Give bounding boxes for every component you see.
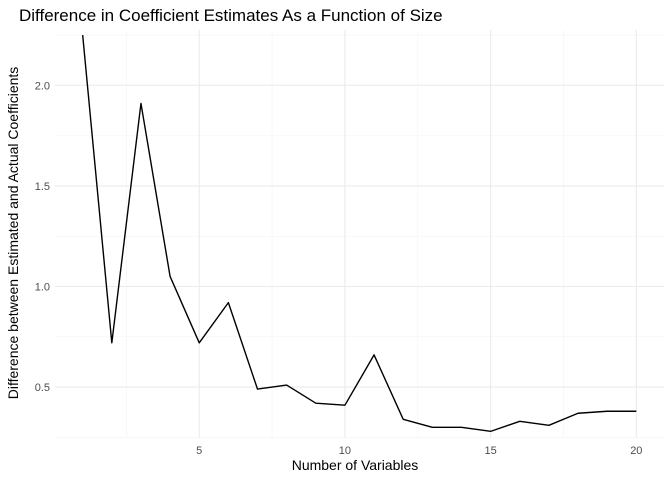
- chart-title: Difference in Coefficient Estimates As a…: [19, 6, 443, 25]
- grid-lines: [55, 30, 664, 438]
- series: [81, 34, 637, 433]
- y-tick-label: 1.0: [35, 282, 50, 294]
- series-line: [81, 34, 637, 433]
- axis-tick-labels: 5 10 15 20 0.5 1.0 1.5 2.0: [35, 80, 643, 457]
- x-axis-title: Number of Variables: [292, 457, 419, 473]
- y-tick-label: 1.5: [35, 181, 50, 193]
- y-tick-label: 2.0: [35, 80, 50, 92]
- y-axis-title: Difference between Estimated and Actual …: [5, 67, 21, 400]
- y-tick-label: 0.5: [35, 382, 50, 394]
- x-tick-label: 10: [339, 445, 351, 457]
- x-tick-label: 5: [196, 445, 202, 457]
- x-tick-label: 15: [484, 445, 496, 457]
- x-tick-label: 20: [630, 445, 642, 457]
